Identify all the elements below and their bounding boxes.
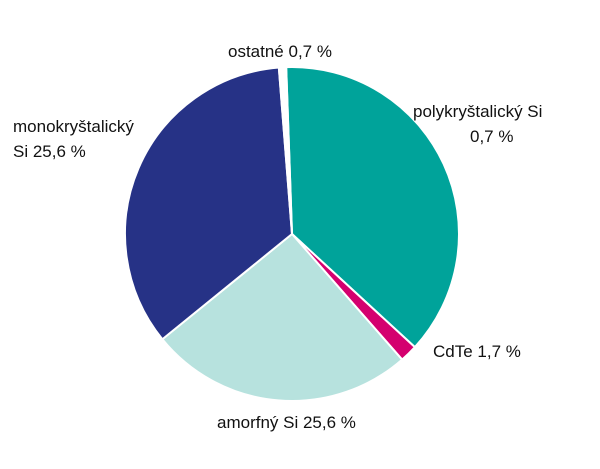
label-polykrystalicky-value: 0,7 % (470, 127, 513, 146)
pie-slices (124, 66, 460, 402)
label-monokrystalicky: monokryštalický (13, 117, 134, 136)
pie-slice-amorfn-si (160, 232, 404, 402)
pie-slice-monokry-talick-si (124, 66, 294, 341)
label-ostatne: ostatné 0,7 % (228, 42, 332, 61)
label-cdte: CdTe 1,7 % (433, 342, 521, 361)
label-amorfny-si: amorfný Si 25,6 % (217, 413, 356, 432)
label-polykrystalicky-si: polykryštalický Si (413, 102, 542, 121)
pie-slice-polykry-talick-si (285, 66, 460, 349)
label-monokrystalicky-value: Si 25,6 % (13, 142, 86, 161)
pie-slice-ostatn (277, 66, 293, 235)
